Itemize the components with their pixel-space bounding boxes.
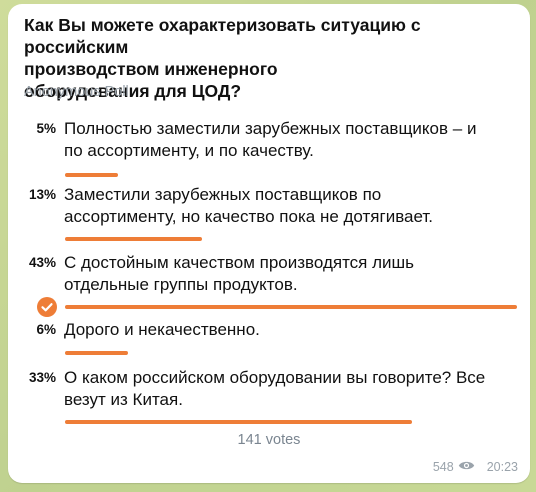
option-result-bar — [65, 351, 128, 355]
option-result-bar — [65, 420, 412, 424]
option-result-bar — [65, 305, 517, 309]
poll-message: Как Вы можете охарактеризовать ситуацию … — [8, 4, 530, 483]
option-percent: 13% — [28, 187, 56, 202]
poll-votes-count[interactable]: 141 votes — [237, 432, 301, 448]
option-text-line: отдельные группы продуктов. — [64, 275, 298, 294]
eye-icon — [458, 460, 475, 474]
option-percent: 6% — [36, 322, 56, 337]
poll-question-line: оборудования для ЦОД? — [24, 81, 242, 101]
message-meta: 548 20:23 — [433, 460, 518, 474]
option-text: О каком российском оборудовании вы говор… — [64, 367, 514, 411]
option-result-bar — [65, 173, 118, 177]
option-text: С достойным качеством производятся лишь … — [64, 252, 514, 296]
option-text-line: Заместили зарубежных поставщиков по — [64, 185, 382, 204]
check-circle-icon — [37, 297, 57, 317]
poll-type-label: Anonymous Poll — [24, 84, 129, 100]
option-percent: 33% — [28, 370, 56, 385]
poll-question-line: Как Вы можете охарактеризовать ситуацию … — [24, 15, 421, 57]
option-text-line: С достойным качеством производятся лишь — [64, 253, 415, 272]
option-text-line: по ассортименту, и по качеству. — [64, 141, 314, 160]
option-percent: 5% — [36, 121, 56, 136]
option-text-line: О каком российском оборудовании вы говор… — [64, 368, 486, 387]
option-text: Дорого и некачественно. — [64, 319, 514, 341]
option-text-line: Дорого и некачественно. — [64, 320, 260, 339]
option-text-line: ассортименту, но качество пока не дотяги… — [64, 207, 434, 226]
poll-question-line: производством инженерного — [24, 59, 278, 79]
option-text-line: везут из Китая. — [64, 390, 183, 409]
message-time: 20:23 — [486, 460, 518, 474]
poll-question: Как Вы можете охарактеризовать ситуацию … — [24, 14, 519, 102]
option-text: Заместили зарубежных поставщиков по ассо… — [64, 184, 514, 228]
option-result-bar — [65, 237, 202, 241]
views-count: 548 — [432, 460, 454, 474]
option-percent: 43% — [28, 255, 56, 270]
option-text-line: Полностью заместили зарубежных поставщик… — [64, 119, 477, 138]
option-text: Полностью заместили зарубежных поставщик… — [64, 118, 514, 162]
